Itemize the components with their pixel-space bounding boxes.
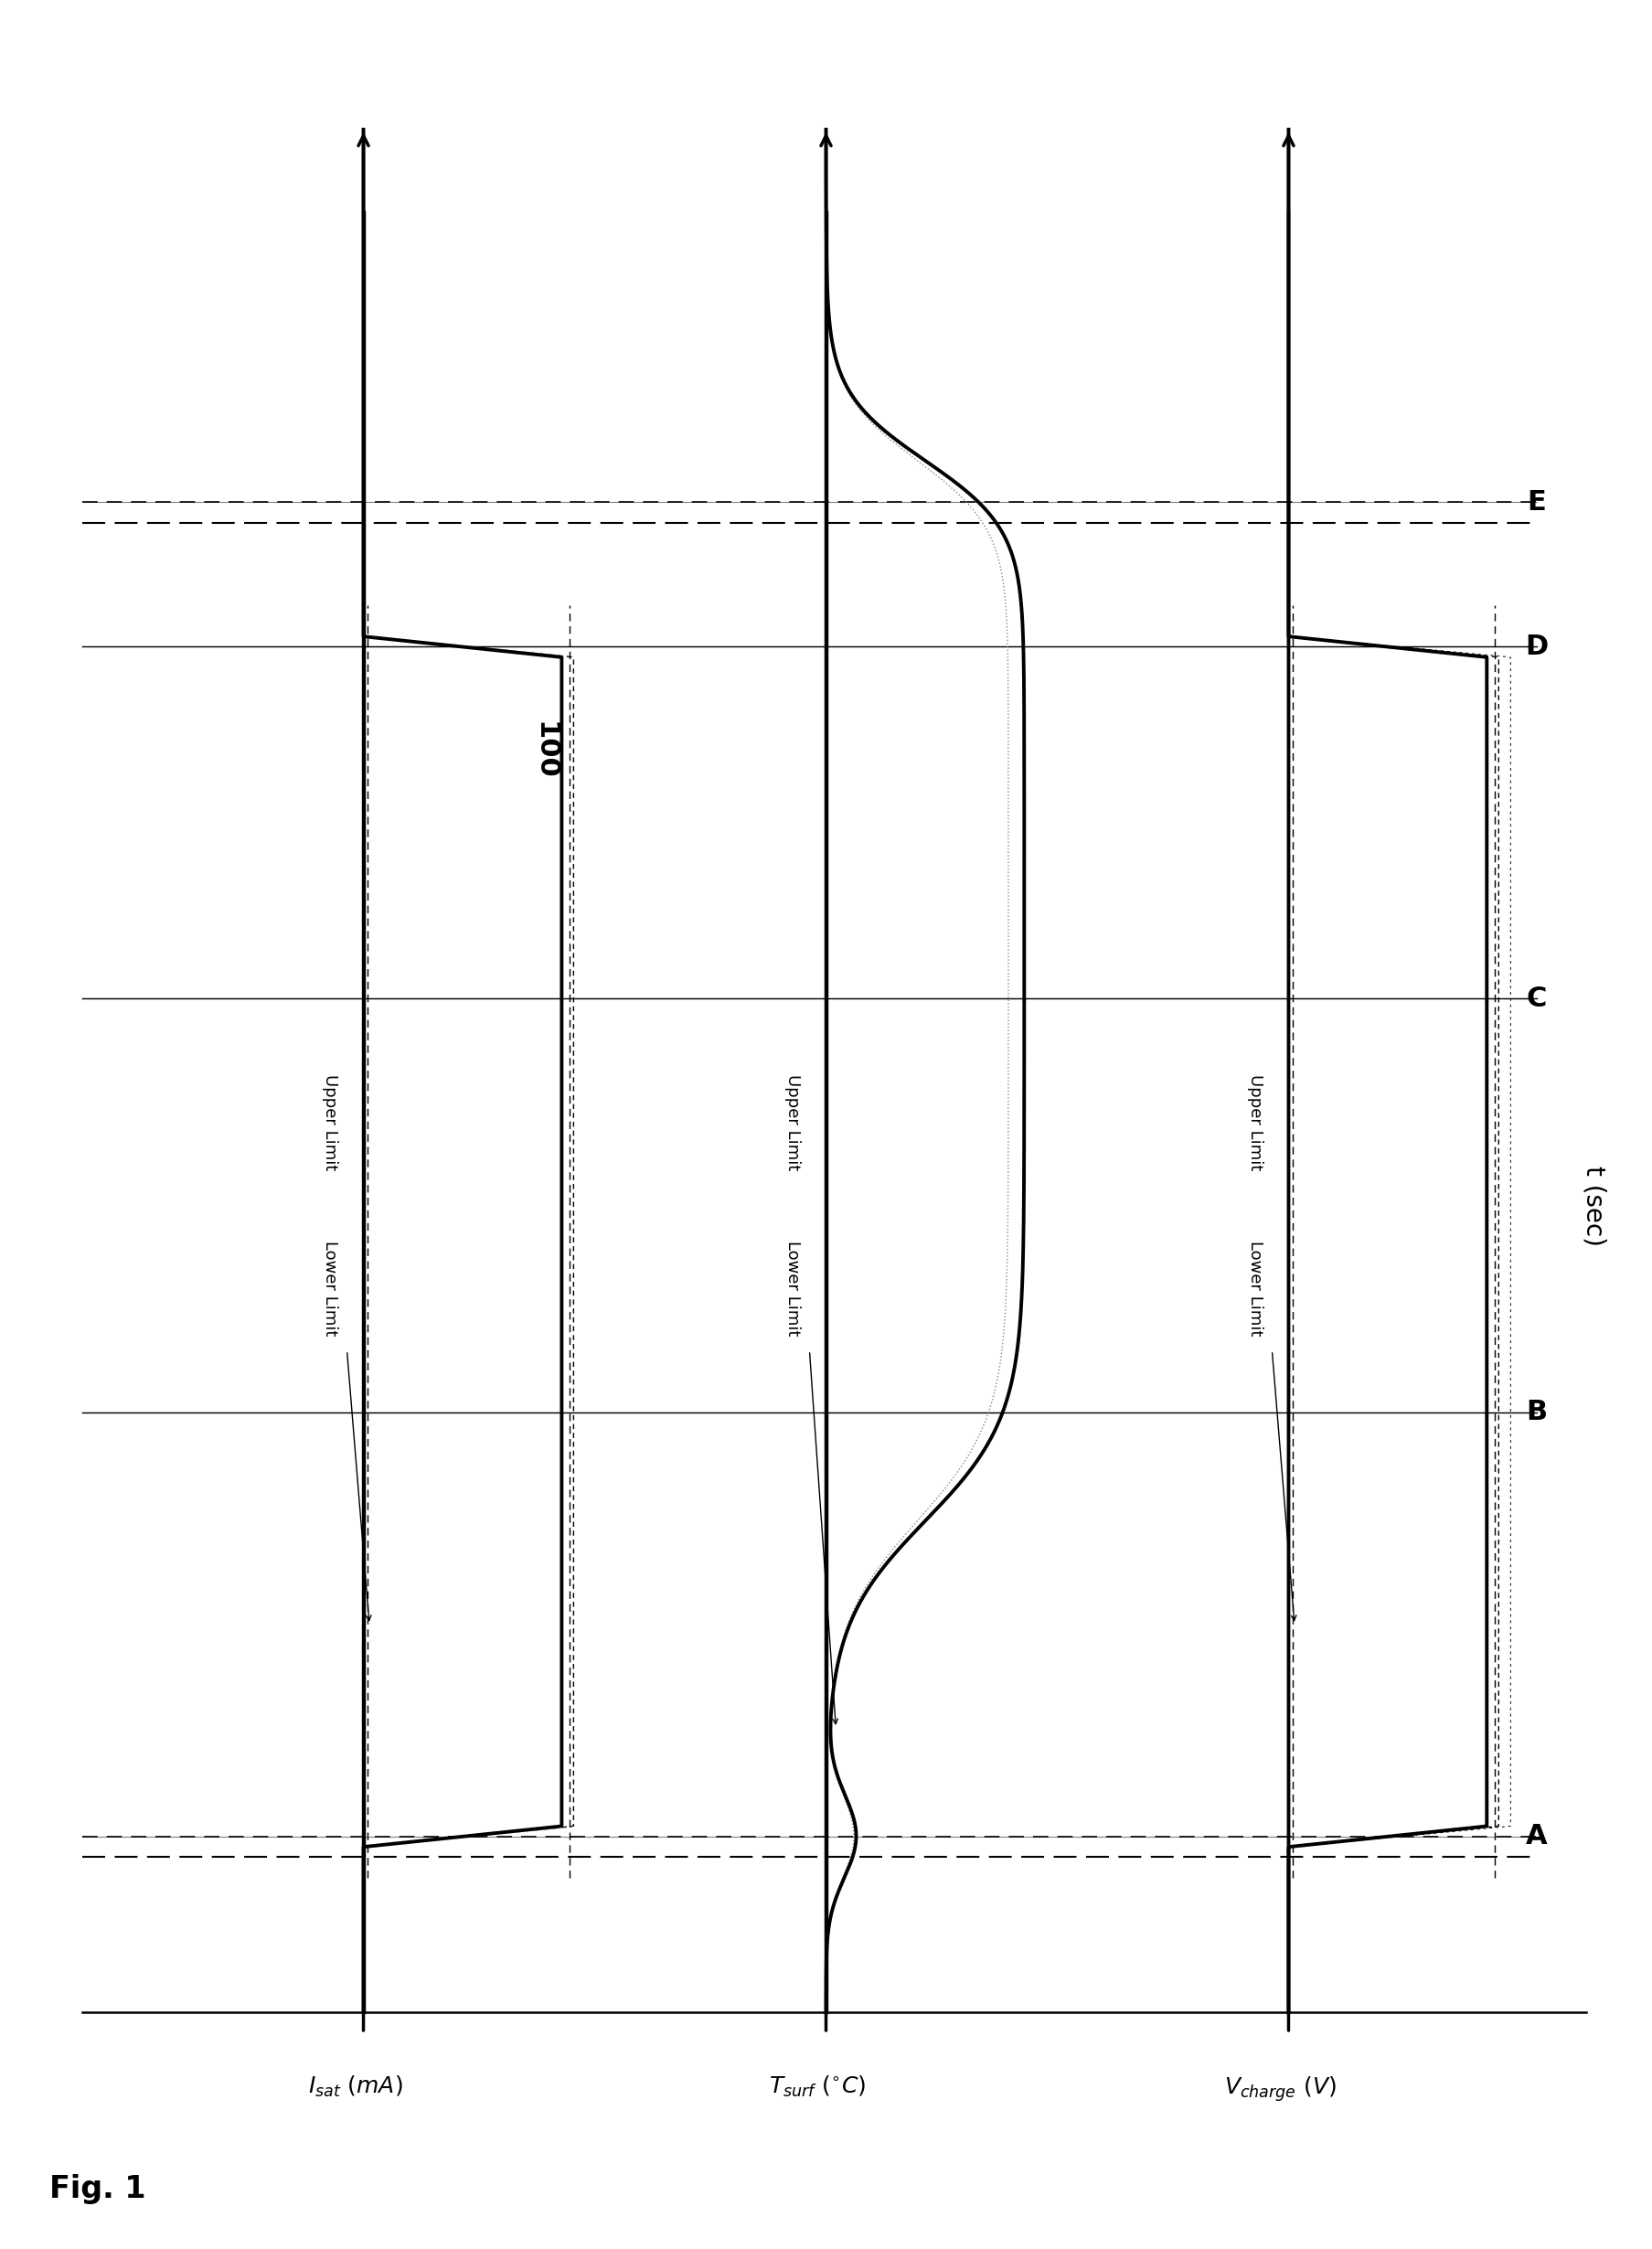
Text: Fig. 1: Fig. 1: [50, 2175, 145, 2204]
Text: Lower Limit: Lower Limit: [785, 1241, 801, 1336]
Text: B: B: [1526, 1399, 1546, 1426]
Text: Upper Limit: Upper Limit: [1247, 1075, 1264, 1172]
Text: A: A: [1525, 1824, 1548, 1849]
Text: Lower Limit: Lower Limit: [1247, 1241, 1264, 1336]
Text: D: D: [1525, 634, 1548, 659]
Text: C: C: [1526, 985, 1546, 1012]
Text: Upper Limit: Upper Limit: [322, 1075, 339, 1172]
Text: $T_{surf}\ (^{\circ}C)$: $T_{surf}\ (^{\circ}C)$: [770, 2074, 866, 2098]
Text: E: E: [1526, 488, 1546, 515]
Text: t (sec): t (sec): [1581, 1165, 1607, 1246]
Text: Upper Limit: Upper Limit: [785, 1075, 801, 1172]
Text: 100: 100: [532, 722, 558, 780]
Text: $V_{charge}\ (V)$: $V_{charge}\ (V)$: [1224, 2074, 1336, 2103]
Text: $I_{sat}\ (mA)$: $I_{sat}\ (mA)$: [307, 2074, 403, 2098]
Text: Lower Limit: Lower Limit: [322, 1241, 339, 1336]
